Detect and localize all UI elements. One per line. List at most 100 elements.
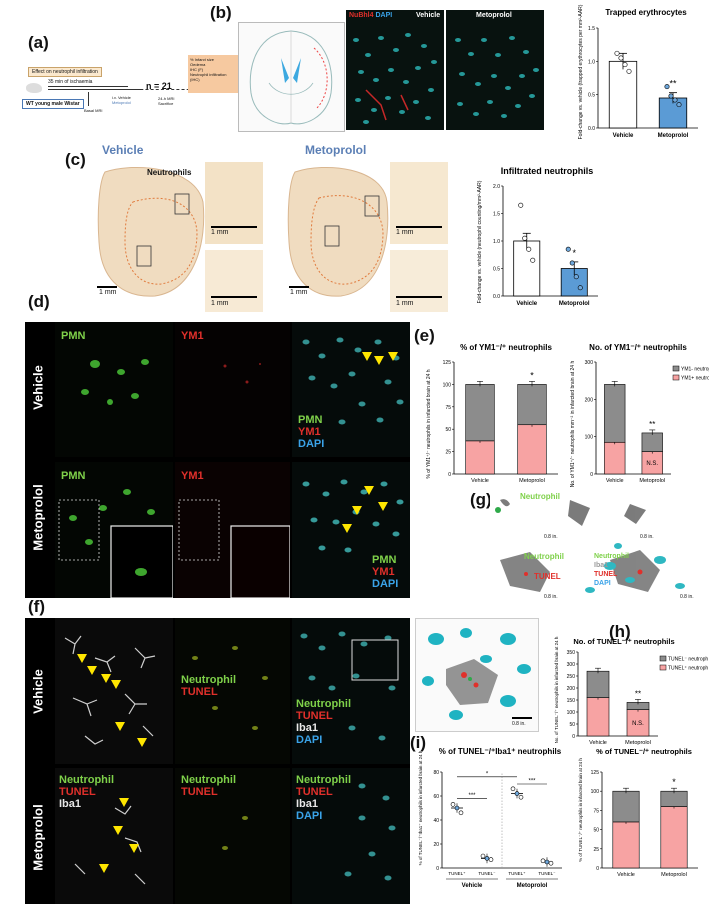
mri-24h-group: 24-h MRI Sacrifice (158, 96, 174, 106)
stacked-bar-segment (465, 440, 495, 475)
data-point (458, 810, 464, 816)
significance-mark: *** (468, 793, 476, 799)
c-scale-m: 1 mm (290, 289, 308, 296)
panel-b-micrograph-metoprolol: Metoprolol (446, 10, 544, 130)
ns-mark: N.S. (646, 461, 658, 467)
c-zoom-scale-1: 1 mm (211, 229, 229, 236)
b-metoprolol-label: Metoprolol (476, 12, 512, 19)
box-line: Neutrophil infiltration (IHC) (190, 72, 227, 82)
c-vehicle-zoom-top: 1 mm (205, 162, 263, 244)
c-vehicle-section: Neutrophils 1 mm (95, 162, 205, 300)
data-point (577, 285, 583, 291)
stacked-bar-segment (641, 432, 663, 452)
panel-f-grid: Vehicle Metoprolol Neutrophil TUNEL Neut… (25, 618, 410, 904)
significance-mark: ** (649, 420, 655, 429)
y-tick-label: 75 (445, 405, 451, 411)
data-point (522, 235, 528, 241)
y-tick-label: 0.0 (493, 294, 500, 300)
data-point (573, 274, 579, 280)
chart-h-ylabel: No. of TUNEL⁻/⁺ neutrophils in infarcted… (554, 636, 559, 743)
chart-c-ylabel: Fold-change vs. vehicle (neutrophil coun… (477, 180, 483, 303)
data-point (626, 68, 632, 74)
panel-label-f: (f) (28, 597, 45, 616)
stacked-bar-segment (612, 821, 640, 869)
significance-mark: * (572, 248, 576, 258)
panel-b-micrograph-vehicle: NuBhl4 DAPI Vehicle (346, 10, 444, 130)
data-point (480, 853, 486, 859)
y-tick-label: 1.0 (588, 59, 595, 65)
chart-i-right-ylabel: % of TUNEL⁻/⁺ neutrophils in infarcted b… (578, 758, 583, 862)
data-point (454, 805, 460, 811)
b-vehicle-label: Vehicle (416, 12, 441, 19)
stacked-bar-segment (517, 424, 547, 475)
g-tunel-label-2: TUNEL (594, 571, 618, 578)
f-neutrophil-label-1: Neutrophil (181, 674, 236, 686)
y-tick-label: 0.0 (588, 126, 595, 132)
d-vehicle-merge: PMN YM1 DAPI (292, 322, 410, 457)
nubbia-label: NuBhl4 (349, 12, 374, 19)
x-tick-label: Vehicle (613, 133, 634, 139)
y-tick-label: 50 (593, 828, 599, 834)
c-vehicle-zoom-bottom: 1 mm (205, 250, 263, 312)
effect-label: Effect on neutrophil infiltration (28, 67, 102, 77)
x-tick-label: Metoprolol (639, 478, 665, 484)
y-tick-label: 50 (569, 722, 575, 728)
y-tick-label: 2.0 (493, 184, 500, 190)
d-merge-pmn-2: PMN (372, 554, 397, 566)
dapi-label: DAPI (375, 12, 393, 19)
chart-e-left: % of YM1⁻/⁺ neutrophils % of YM1⁺/⁻ neut… (426, 343, 558, 484)
x-tick-label: TUNEL⁺ (508, 871, 526, 876)
y-tick-label: 125 (443, 360, 452, 366)
f-zoom-render: 0.8 in. (415, 618, 539, 732)
f-iba1-label-3: Iba1 (296, 798, 319, 810)
sacrifice-label: Sacrifice (158, 101, 174, 106)
b-stain-label: NuBhl4 DAPI (349, 12, 392, 19)
g-merge-legend: Neutrophil Iba1 TUNEL DAPI (594, 552, 629, 588)
d-vehicle-pmn: PMN (55, 322, 173, 457)
y-tick-label: 0 (448, 472, 451, 478)
d-merge-legend-2: PMN YM1 DAPI (372, 554, 398, 590)
data-point (565, 246, 571, 252)
data-point (618, 55, 624, 61)
y-tick-label: 200 (567, 686, 576, 692)
y-tick-label: 350 (567, 650, 576, 656)
f-meto-legend-mid: Neutrophil TUNEL (181, 774, 236, 798)
f-metoprolol-neutro-tunel: Neutrophil TUNEL (175, 768, 290, 904)
d-merge-legend-1: PMN YM1 DAPI (298, 414, 324, 450)
data-point (514, 791, 520, 796)
group-label: Vehicle (462, 883, 483, 889)
d-row-vehicle: Vehicle (30, 365, 46, 410)
y-tick-label: 80 (433, 770, 439, 776)
significance-mark: * (530, 370, 534, 380)
stacked-bar-segment (517, 384, 547, 426)
data-point (548, 860, 554, 866)
d-metoprolol-pmn: PMN (55, 462, 173, 598)
chart-b-ylabel: Fold-change vs. vehicle (trapped erythro… (578, 4, 584, 139)
n-label: n = 21 (146, 81, 172, 91)
f-dapi-label-2: DAPI (296, 810, 323, 822)
d-merge-dapi: DAPI (298, 438, 325, 450)
d-metoprolol-ym1: YM1 (175, 462, 290, 598)
rat-icon (26, 83, 42, 93)
y-tick-label: 100 (585, 435, 594, 441)
data-point (676, 102, 682, 108)
chart-e-right-title: No. of YM1⁻/⁺ neutrophils (589, 343, 687, 352)
f-metoprolol-iba1: Neutrophil TUNEL Iba1 (55, 768, 173, 904)
legend-swatch (672, 365, 680, 372)
f-vehicle-iba1 (55, 618, 173, 764)
f-dapi-label-1: DAPI (296, 734, 323, 746)
stacked-bar-segment (604, 441, 626, 475)
data-point (450, 802, 456, 807)
x-tick-label: Vehicle (617, 872, 635, 878)
legend-label: YM1+ neutrophils (681, 376, 709, 382)
x-tick-label: TUNEL⁻ (538, 871, 556, 876)
data-point (614, 50, 620, 56)
c-metoprolol-zoom-top: 1 mm (390, 162, 448, 244)
y-tick-label: 0.5 (588, 93, 595, 99)
legend-swatch (659, 655, 667, 662)
x-tick-label: Vehicle (516, 301, 537, 307)
y-tick-label: 20 (433, 842, 439, 848)
chart-i-right-title: % of TUNEL⁻/⁺ neutrophils (596, 747, 692, 756)
x-tick-label: Metoprolol (661, 872, 687, 878)
data-point (544, 859, 550, 865)
